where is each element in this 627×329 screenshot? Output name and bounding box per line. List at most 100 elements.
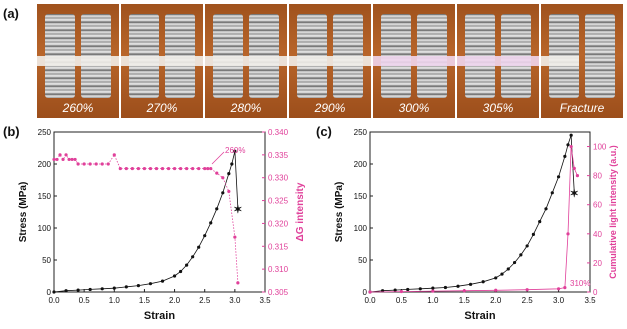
x-tick-label: 0.0 xyxy=(48,296,60,305)
data-point xyxy=(500,272,504,276)
plot-frame xyxy=(369,131,591,293)
panel-label-b: (b) xyxy=(3,124,20,139)
data-point xyxy=(191,255,195,259)
x-tick-label: 2.0 xyxy=(169,296,181,305)
x-tick-label: 0.5 xyxy=(79,296,91,305)
y-tick-label: 0 xyxy=(47,288,52,297)
data-point xyxy=(236,281,240,285)
data-point xyxy=(443,285,448,290)
data-point xyxy=(100,162,104,166)
data-point xyxy=(124,285,128,289)
series-line xyxy=(369,146,578,293)
y2-tick-label: 0.310 xyxy=(268,265,289,274)
data-point xyxy=(179,269,183,274)
data-point xyxy=(209,221,213,225)
sample-band xyxy=(37,56,119,66)
data-point xyxy=(566,143,570,147)
frame-label: 260% xyxy=(62,101,94,115)
y2-tick-label: 20 xyxy=(593,259,602,268)
y2-tick-label: 40 xyxy=(593,230,602,239)
data-point xyxy=(572,166,576,170)
data-point xyxy=(399,289,404,294)
frame-label: 280% xyxy=(230,101,262,115)
data-point xyxy=(160,279,165,283)
data-point xyxy=(166,166,171,171)
data-point xyxy=(88,162,92,166)
fracture-marker: ✶ xyxy=(570,188,579,200)
data-point xyxy=(172,274,177,278)
data-point xyxy=(73,157,77,162)
y-tick-label: 0 xyxy=(363,288,368,297)
photo-frame: 300% xyxy=(373,4,455,118)
y2-tick-label: 0.340 xyxy=(268,128,289,137)
data-point xyxy=(406,287,410,292)
y2-tick-label: 0.305 xyxy=(268,288,289,297)
plot-frame xyxy=(53,131,266,293)
y-axis-label: Stress (MPa) xyxy=(18,182,29,243)
panel-label-a: (a) xyxy=(3,6,19,21)
data-point xyxy=(203,234,207,238)
data-point xyxy=(431,289,435,293)
y2-tick-label: 0 xyxy=(593,288,598,297)
photo-frame: Fracture xyxy=(541,4,623,118)
panel-label-c: (c) xyxy=(316,124,332,139)
data-point xyxy=(494,276,498,280)
y-tick-label: 200 xyxy=(354,160,368,169)
data-point xyxy=(94,162,98,166)
x-tick-label: 2.5 xyxy=(199,296,211,305)
data-point xyxy=(544,207,548,211)
y2-tick-label: 60 xyxy=(593,201,602,210)
data-point xyxy=(431,286,435,290)
y-tick-label: 50 xyxy=(358,256,367,265)
y2-axis-label: ΔG intensity xyxy=(295,182,306,241)
data-point xyxy=(106,162,110,166)
data-point xyxy=(563,286,567,290)
frame-label: Fracture xyxy=(559,101,605,115)
sample-band xyxy=(289,56,371,66)
data-point xyxy=(124,166,128,171)
y-tick-label: 100 xyxy=(354,224,368,233)
y2-axis-label: Cumulative light intensity (a.u.) xyxy=(608,145,618,279)
data-point xyxy=(481,280,485,284)
data-point xyxy=(519,253,523,257)
data-point xyxy=(58,153,62,157)
photo-frame: 305% xyxy=(457,4,539,118)
data-point xyxy=(112,286,116,290)
data-point xyxy=(236,207,240,211)
data-point xyxy=(563,154,567,158)
x-tick-label: 2.5 xyxy=(522,296,534,305)
data-point xyxy=(556,175,561,179)
data-point xyxy=(569,144,573,149)
y-tick-label: 200 xyxy=(38,160,52,169)
data-point xyxy=(525,288,529,292)
data-point xyxy=(468,282,473,286)
data-point xyxy=(215,207,219,211)
data-point xyxy=(179,166,183,171)
data-point xyxy=(76,162,80,166)
grip-image xyxy=(585,14,615,98)
y-tick-label: 50 xyxy=(42,256,51,265)
y-tick-label: 100 xyxy=(38,224,52,233)
chart-c: 0.0 0.5 1.0 1.5 2.0 2.5 3.0 3.50501001502002500… xyxy=(334,128,618,322)
data-point xyxy=(55,157,59,162)
data-point xyxy=(148,166,153,171)
data-point xyxy=(52,290,56,294)
data-point xyxy=(215,171,219,175)
data-point xyxy=(136,284,140,288)
x-tick-label: 0.5 xyxy=(396,296,408,305)
data-point xyxy=(67,157,71,162)
annotation-arrow xyxy=(211,151,225,165)
photo-frame: 260% xyxy=(37,4,119,118)
y-axis-label: Stress (MPa) xyxy=(334,182,345,243)
x-tick-label: 3.0 xyxy=(553,296,565,305)
data-point xyxy=(185,263,189,267)
y2-tick-label: 0.325 xyxy=(268,197,289,206)
data-point xyxy=(154,166,159,171)
annotation-label: 260% xyxy=(225,146,245,155)
data-point xyxy=(531,232,536,236)
data-point xyxy=(142,166,147,171)
x-axis-label: Strain xyxy=(464,310,495,322)
y-tick-label: 150 xyxy=(354,192,368,201)
x-tick-label: 1.0 xyxy=(427,296,439,305)
data-point xyxy=(569,133,573,137)
